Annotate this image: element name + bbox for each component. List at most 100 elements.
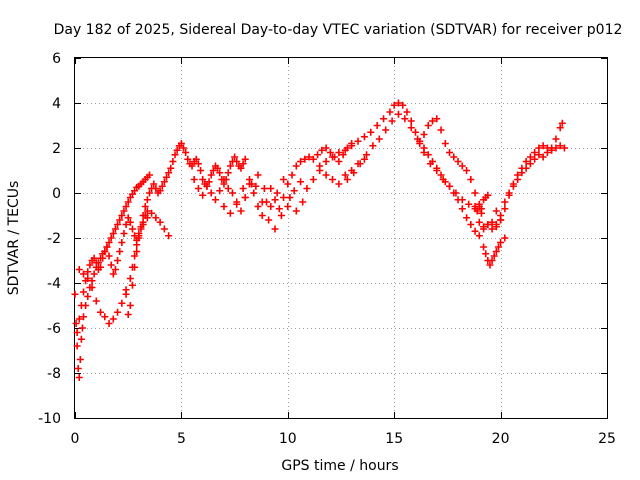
series-p012-b (73, 209, 173, 336)
data-point (292, 207, 300, 215)
series-p012-i (343, 110, 485, 217)
data-point (497, 212, 505, 219)
data-point (339, 151, 347, 159)
data-point (194, 185, 202, 192)
data-point (465, 200, 473, 208)
data-point (143, 207, 151, 215)
data-point (107, 234, 115, 242)
data-point (143, 196, 151, 204)
data-point (145, 171, 153, 179)
data-point (267, 203, 275, 210)
data-point (488, 225, 496, 233)
data-point (414, 135, 422, 143)
data-point (216, 187, 224, 195)
data-point (375, 135, 383, 143)
data-point (84, 293, 92, 300)
data-point (369, 142, 377, 150)
data-point (271, 225, 279, 233)
data-point (535, 144, 543, 152)
data-point (226, 162, 234, 170)
data-point (424, 151, 432, 159)
y-tick-label: 4 (52, 96, 61, 112)
data-point (199, 176, 207, 183)
data-point (548, 144, 556, 152)
data-point (277, 212, 285, 219)
data-point (180, 144, 188, 152)
data-point (160, 225, 168, 233)
y-tick-labels: -10 -8 -6 -4 -2 0 2 4 6 (38, 51, 61, 427)
data-point (118, 239, 126, 246)
data-point (458, 196, 466, 204)
data-point (120, 230, 128, 237)
data-point (122, 221, 130, 228)
data-point (111, 225, 119, 233)
data-point (488, 257, 496, 264)
data-point (101, 313, 109, 321)
data-point (424, 122, 432, 129)
y-tick-label: -8 (47, 366, 61, 382)
data-point (394, 110, 402, 118)
data-point (105, 239, 113, 246)
data-point (245, 176, 253, 183)
data-point (303, 185, 311, 192)
data-point (71, 290, 79, 298)
data-point (220, 176, 228, 183)
data-point (216, 169, 224, 177)
y-tick-label: -4 (47, 276, 61, 292)
data-point (322, 144, 330, 152)
data-point (322, 171, 330, 179)
data-point (211, 196, 219, 204)
series-p012-j (416, 115, 483, 210)
data-point (80, 288, 88, 296)
data-point (231, 153, 239, 161)
series-p012-l (475, 142, 568, 233)
data-point (126, 275, 134, 282)
data-point (88, 277, 96, 285)
data-point (224, 169, 232, 177)
data-point (390, 101, 398, 109)
series-p012-h (316, 99, 505, 240)
data-point (433, 167, 441, 174)
data-point (429, 117, 437, 125)
data-point (156, 218, 164, 226)
data-point (111, 266, 119, 273)
data-point (280, 176, 288, 183)
data-point (150, 180, 158, 188)
data-point (543, 149, 551, 156)
data-point (190, 176, 198, 183)
data-point (120, 207, 128, 215)
data-point (475, 218, 483, 226)
data-point (124, 311, 132, 318)
data-point (556, 124, 564, 132)
data-point (318, 146, 326, 154)
data-point (207, 171, 215, 179)
data-point (407, 117, 415, 125)
data-point (165, 232, 173, 240)
data-point (471, 227, 479, 235)
data-point (105, 252, 113, 260)
data-point (169, 158, 177, 165)
y-tick-label: -2 (47, 231, 61, 247)
x-tick-label: 25 (598, 431, 616, 447)
data-point (239, 185, 247, 192)
data-point (501, 205, 509, 213)
data-point (441, 140, 449, 147)
data-point (258, 212, 266, 219)
data-point (271, 196, 279, 204)
data-point (260, 185, 268, 192)
data-point (446, 182, 454, 190)
data-point (454, 158, 462, 165)
data-point (73, 329, 81, 336)
data-point (158, 182, 166, 190)
data-point (124, 214, 132, 222)
data-point (97, 308, 105, 316)
data-point (505, 189, 513, 197)
data-point (109, 270, 117, 278)
data-point (284, 203, 292, 210)
data-point (80, 313, 88, 321)
data-point (207, 189, 215, 197)
data-point (237, 207, 245, 215)
series-p012-d (122, 140, 249, 318)
data-point (239, 160, 247, 168)
data-point (488, 218, 496, 226)
